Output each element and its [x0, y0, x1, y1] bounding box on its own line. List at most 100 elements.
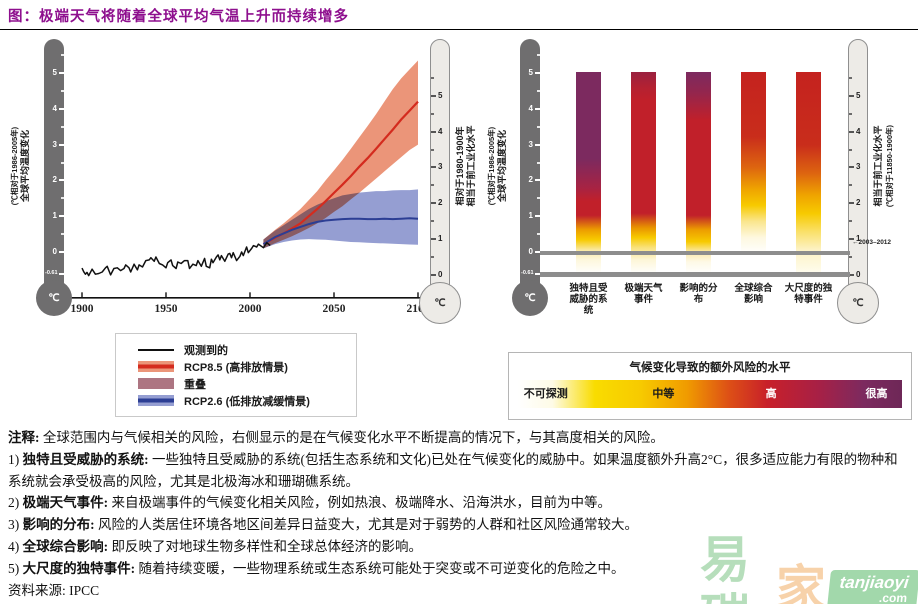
axis-tick-label: 3 — [438, 162, 443, 172]
left-axis-label-main: 全球平均温度变化 — [20, 130, 30, 203]
note-line: 2) 极端天气事件: 来自极端事件的气候变化相关风险，例如热浪、极端降水、沿海洪… — [8, 492, 910, 514]
axis-tick — [849, 273, 854, 276]
axis-minor-tick — [537, 197, 540, 200]
axis-minor-tick — [849, 112, 852, 115]
axis-minor-tick — [431, 76, 434, 79]
axis-tick-label: 0 — [856, 269, 861, 279]
axis-tick-label: 5 — [856, 90, 861, 100]
legend-item: RCP8.5 (高排放情景) — [138, 358, 356, 375]
figure-area: 1900 1950 2000 2050 2 1 0 0 0 1 2 3 4 5 -0.61 ℃ (℃相对于… — [0, 31, 918, 429]
axis-minor-tick — [849, 184, 852, 187]
category-label: 大尺度的独特事件 — [784, 283, 833, 305]
axis-tick — [431, 94, 436, 97]
axis-tick — [849, 166, 854, 169]
axis-minor-tick — [61, 233, 64, 236]
reference-line-current-level — [540, 250, 850, 255]
axis-tick-label: 3 — [52, 139, 57, 149]
temperature-line-chart: 1900 1950 2000 2050 2100 — [70, 60, 430, 315]
category-label: 极端天气事件 — [624, 283, 663, 305]
chart-legend: 观测到的 RCP8.5 (高排放情景) 重叠 RCP2.6 (低排放减缓情景) — [115, 333, 357, 417]
risk-bar-3 — [686, 71, 711, 274]
note-number: 4) — [8, 538, 23, 554]
right-axis-label-line2: 相当于前工业化水平 — [466, 125, 476, 207]
axis-minor-tick — [61, 197, 64, 200]
axis-tick — [59, 215, 64, 218]
axis-minor-tick — [61, 54, 64, 57]
axis-tick-label: 5 — [528, 68, 533, 77]
axis-tick — [849, 238, 854, 240]
left-axis-label-sub: (℃相对于1986-2005年) — [487, 126, 496, 206]
axis-minor-tick — [431, 112, 434, 115]
note-lead: 全球综合影响: — [22, 538, 109, 554]
axis-minor-tick — [61, 125, 64, 128]
axis-minor-tick — [537, 125, 540, 128]
source-line: 资料来源: IPCC — [8, 582, 100, 598]
reference-line-preindustrial — [540, 272, 850, 277]
axis-minor-tick — [537, 161, 540, 164]
axis-minor-tick — [431, 255, 434, 258]
axis-tick — [849, 202, 854, 205]
axis-minor-tick — [537, 233, 540, 236]
celsius-unit: ℃ — [48, 292, 60, 304]
risk-level-label: 不可探测 — [523, 388, 568, 400]
title-divider — [0, 29, 918, 30]
axis-minor-tick — [849, 220, 852, 223]
baseline-tick-label: -0.61 — [521, 270, 534, 277]
risk-scale-title: 气候变化导致的额外风险的水平 — [629, 362, 791, 374]
celsius-unit: ℃ — [434, 297, 446, 309]
note-lead: 大尺度的独特事件: — [22, 560, 136, 576]
period-annotation: ←2003–2012 — [852, 239, 892, 246]
axis-tick-label: 4 — [52, 103, 57, 113]
legend-item: RCP2.6 (低排放减缓情景) — [138, 392, 356, 409]
risk-bar-4 — [741, 71, 766, 274]
right-panel-left-axis-label: (℃相对于1986-2005年) 全球平均温度变化 — [486, 38, 508, 294]
rcp85-mean-line — [262, 100, 419, 246]
axis-tick — [59, 72, 64, 74]
note-lead: 极端天气事件: — [22, 495, 109, 511]
axis-tick-label: 1 — [528, 211, 533, 221]
note-number: 3) — [8, 517, 23, 533]
axis-tick-label: 3 — [856, 162, 861, 172]
observed-line — [81, 241, 271, 277]
axis-minor-tick — [537, 89, 540, 92]
left-axis-label: (℃相对于1986-2005年) 全球平均温度变化 — [9, 38, 31, 294]
thermometer-light-left-panel: 0 1 2 3 4 5 — [430, 39, 450, 291]
axis-tick — [431, 166, 436, 169]
note-number: 2) — [8, 495, 23, 511]
axis-minor-tick — [849, 255, 852, 258]
axis-tick-label: 0 — [52, 247, 57, 256]
risk-level-label: 中等 — [652, 388, 675, 400]
axis-tick-label: 4 — [528, 103, 533, 113]
note-line: 4) 全球综合影响: 即反映了对地球生物多样性和全球总体经济的影响。 — [8, 536, 910, 558]
axis-tick-label: 2 — [528, 175, 533, 185]
axis-tick-label: 3 — [528, 139, 533, 149]
note-text: 来自极端事件的气候变化相关风险，例如热浪、极端降水、沿海洪水，目前为中等。 — [108, 495, 612, 511]
left-axis-label-main: 全球平均温度变化 — [497, 130, 507, 203]
axis-tick — [535, 72, 540, 74]
note-text: 风险的人类居住环境各地区间差异日益变大，尤其是对于弱势的人群和社区风险通常较大。 — [94, 517, 638, 533]
celsius-unit: ℃ — [852, 297, 864, 309]
note-lead: 独特且受威胁的系统: — [22, 451, 149, 467]
axis-tick — [59, 107, 64, 110]
legend-item: 重叠 — [138, 375, 356, 392]
axis-tick — [849, 94, 854, 97]
note-line: 5) 大尺度的独特事件: 随着持续变暖，一些物理系统或生态系统可能处于突变或不可… — [8, 558, 910, 580]
axis-tick — [535, 179, 540, 182]
axis-tick-label: 5 — [438, 90, 443, 100]
axis-tick-label: 2 — [438, 198, 443, 208]
thermometer-bulb-light-left: ℃ — [419, 282, 461, 324]
axis-tick — [535, 251, 540, 253]
axis-tick — [535, 143, 540, 146]
note-lead: 影响的分布: — [22, 517, 95, 533]
axis-tick — [59, 179, 64, 182]
risk-gradient-bar: 不可探测 中等 高 很高 — [518, 380, 902, 408]
note-text: 即反映了对地球生物多样性和全球总体经济的影响。 — [108, 538, 423, 554]
note-lead: 注释: — [8, 430, 40, 445]
legend-item: 观测到的 — [138, 341, 356, 358]
risk-bar-1 — [576, 71, 601, 274]
risk-level-label: 高 — [765, 388, 777, 400]
figure-title: 图：极端天气将随着全球平均气温上升而持续增多 — [8, 9, 349, 25]
legend-item-label: 观测到的 — [184, 344, 228, 357]
axis-tick-label: 2 — [52, 175, 57, 185]
